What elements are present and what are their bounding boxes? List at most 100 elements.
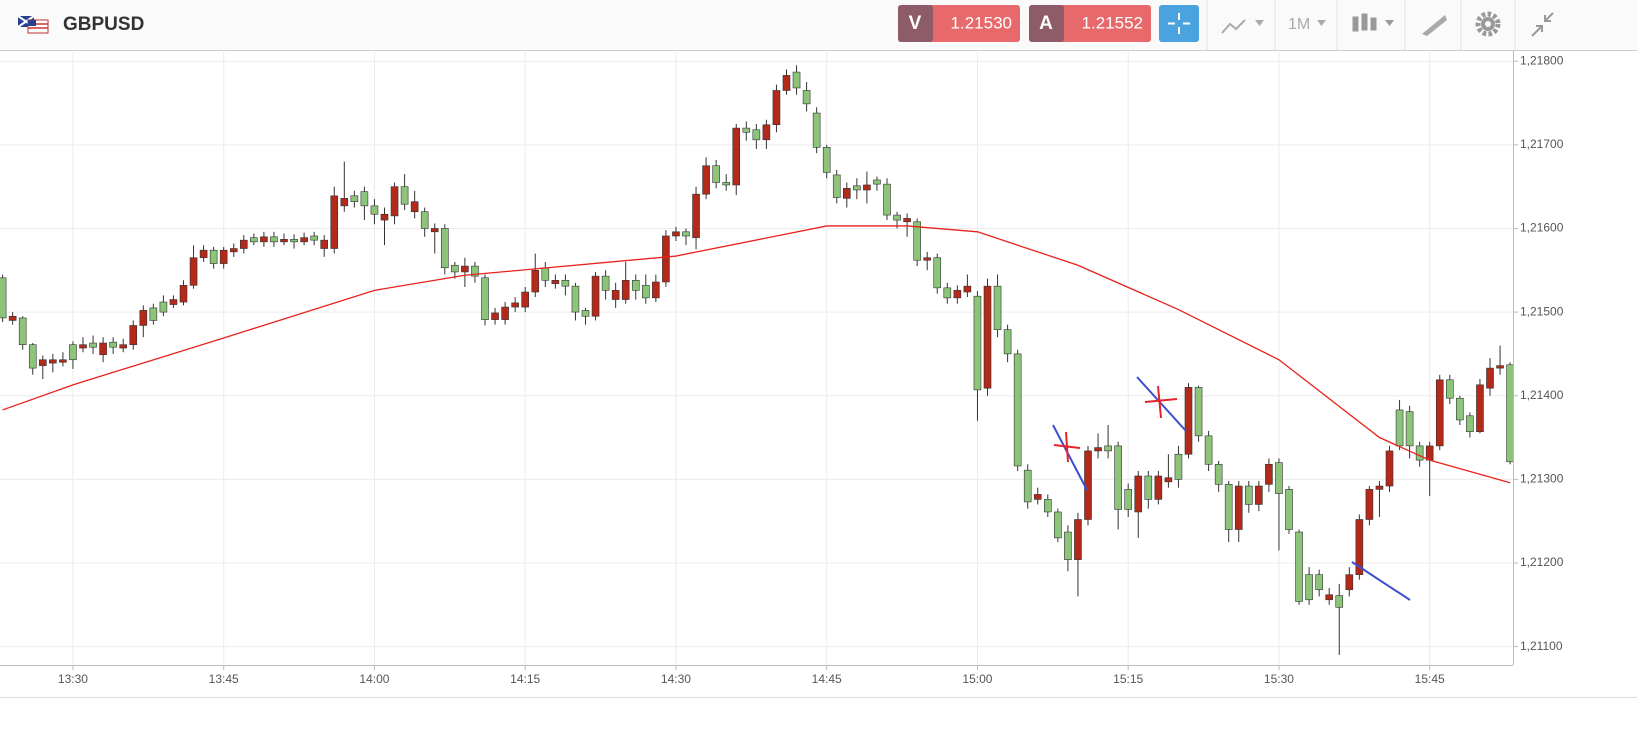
candle-style-button[interactable] — [1352, 13, 1394, 32]
candle-body — [501, 306, 509, 320]
candle-body — [1405, 411, 1414, 447]
candle-body — [682, 231, 690, 237]
candle-body — [89, 342, 97, 348]
candle-body — [491, 312, 499, 320]
candle-body — [1164, 477, 1173, 483]
candle-body — [250, 237, 258, 243]
candle-body — [873, 179, 881, 185]
candle-body — [1255, 485, 1263, 505]
candle-body — [742, 127, 751, 133]
candle-body — [1114, 445, 1122, 510]
candle-body — [1184, 387, 1193, 455]
candle-body — [1506, 364, 1514, 463]
crosshair-button[interactable] — [1159, 5, 1199, 42]
candle-body — [139, 310, 148, 326]
candle-body — [782, 75, 791, 91]
timeframe[interactable]: 1M — [1288, 16, 1310, 33]
candle-body — [692, 193, 700, 238]
candle-body — [1466, 415, 1474, 432]
x-tick-label: 15:00 — [962, 672, 992, 686]
candle-body — [1194, 387, 1203, 437]
candle-body — [913, 221, 921, 261]
candle-body — [1154, 475, 1163, 500]
candle-body — [1074, 519, 1082, 560]
x-tick-label: 15:15 — [1113, 672, 1143, 686]
candle-body — [129, 325, 138, 346]
candle-body — [1295, 531, 1303, 602]
candle-body — [179, 285, 188, 303]
y-tick-label: 1,21400 — [1520, 388, 1564, 402]
x-tick-label: 14:15 — [510, 672, 540, 686]
symbol[interactable]: GBPUSD — [63, 14, 144, 35]
candle-body — [802, 90, 811, 105]
candle-body — [1044, 499, 1052, 513]
candle-body — [79, 344, 87, 349]
candle-body — [440, 228, 449, 269]
y-tick-label: 1,21600 — [1520, 221, 1564, 235]
candle-body — [481, 277, 489, 320]
candle-body — [762, 124, 771, 141]
candle-body — [1325, 594, 1333, 601]
candle-body — [541, 267, 550, 281]
candle-body — [99, 342, 107, 356]
collapse-button[interactable] — [1531, 12, 1554, 37]
candle-body — [1003, 329, 1012, 355]
candle-body — [752, 129, 761, 141]
candle-body — [1486, 367, 1494, 389]
candle-body — [832, 174, 841, 198]
plot: 1,21100 1,21200 1,21300 1,21400 1,21500 1,216… — [0, 52, 1564, 686]
candle-body — [290, 239, 298, 243]
candle-body — [1224, 484, 1233, 530]
candle-body — [169, 299, 178, 305]
candle-body — [1033, 494, 1042, 500]
candle-body — [1425, 445, 1434, 461]
candle-body — [822, 147, 831, 173]
x-tick-label: 14:45 — [812, 672, 842, 686]
candle-body — [1315, 574, 1323, 591]
settings-button[interactable] — [1475, 11, 1501, 37]
candle-body — [1355, 519, 1364, 575]
candle-body — [1385, 450, 1394, 487]
candle-body — [621, 280, 630, 300]
candle-body — [370, 205, 379, 215]
candle-body — [963, 285, 972, 293]
candle-body — [1335, 595, 1344, 608]
candle-body — [521, 291, 530, 308]
candle-body — [1013, 353, 1022, 467]
sell-button[interactable]: V 1.21530 — [898, 5, 1020, 42]
candle-body — [893, 214, 901, 221]
candle-body — [531, 269, 540, 293]
candle-body — [219, 249, 228, 264]
candle-body — [1104, 445, 1112, 452]
candle-body — [1023, 469, 1032, 503]
candle-body — [1395, 409, 1404, 447]
candle-body — [1174, 453, 1183, 480]
candle-body — [511, 302, 519, 308]
candle-body — [390, 186, 399, 217]
candle-body — [1345, 574, 1354, 591]
candle-body — [400, 186, 409, 205]
candle-body — [1204, 435, 1213, 465]
candle-body — [430, 228, 439, 233]
buy-price: 1.21552 — [1082, 13, 1143, 32]
draw-tool-button[interactable] — [1422, 15, 1447, 36]
candle-body — [551, 280, 560, 284]
candle-body — [28, 344, 37, 369]
buy-button[interactable]: A 1.21552 — [1029, 5, 1151, 42]
candle-body — [350, 195, 359, 202]
candle-body — [561, 280, 570, 287]
x-tick-label: 14:00 — [359, 672, 389, 686]
toolbar — [0, 0, 1637, 50]
candle-body — [1305, 574, 1313, 601]
candle-body — [149, 307, 158, 321]
chart-type-button[interactable] — [1221, 19, 1264, 34]
candle-body — [772, 90, 781, 126]
candle-body — [601, 275, 610, 291]
candle-body — [732, 127, 741, 186]
candle-body — [1124, 489, 1132, 510]
flag-icon — [17, 15, 49, 34]
candle-body — [842, 188, 851, 199]
candle-body — [49, 359, 57, 364]
